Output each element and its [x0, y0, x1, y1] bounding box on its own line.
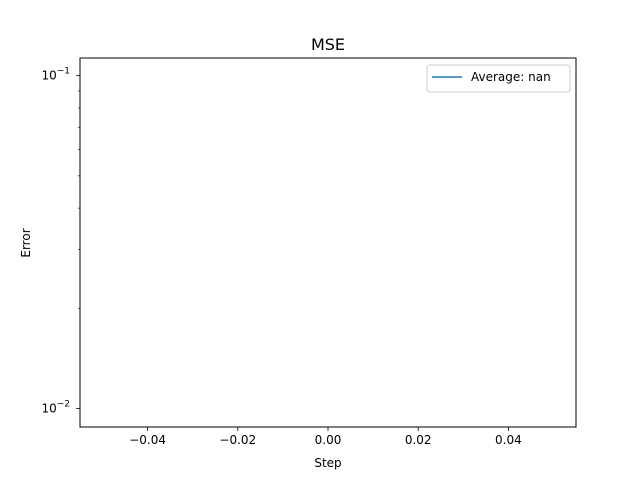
- y-tick-exponent-0: −2: [57, 400, 70, 410]
- x-axis: −0.04 −0.02 0.00 0.02 0.04: [129, 427, 522, 447]
- y-axis: 10−210−1: [41, 67, 80, 416]
- x-tick-label-0: −0.04: [129, 433, 166, 447]
- y-tick-label-1: 10−1: [41, 67, 70, 83]
- y-tick-base-0: 10: [41, 402, 56, 416]
- legend-box: [426, 64, 571, 93]
- y-tick-exponent-1: −1: [57, 67, 70, 77]
- chart-title: MSE: [311, 35, 345, 54]
- plot-background: [80, 58, 576, 427]
- y-tick-base-1: 10: [41, 69, 56, 83]
- x-tick-label-1: −0.02: [219, 433, 256, 447]
- legend-label-average: Average: nan: [471, 70, 551, 84]
- x-axis-label: Step: [314, 456, 341, 470]
- y-axis-label: Error: [19, 228, 33, 257]
- plot-area: [80, 58, 576, 427]
- legend: Average: nan: [426, 64, 571, 93]
- x-tick-label-3: 0.02: [405, 433, 432, 447]
- plot-frame: [79, 57, 577, 428]
- x-tick-label-2: 0.00: [315, 433, 342, 447]
- y-tick-label-0: 10−2: [41, 400, 70, 416]
- x-tick-label-4: 0.04: [495, 433, 522, 447]
